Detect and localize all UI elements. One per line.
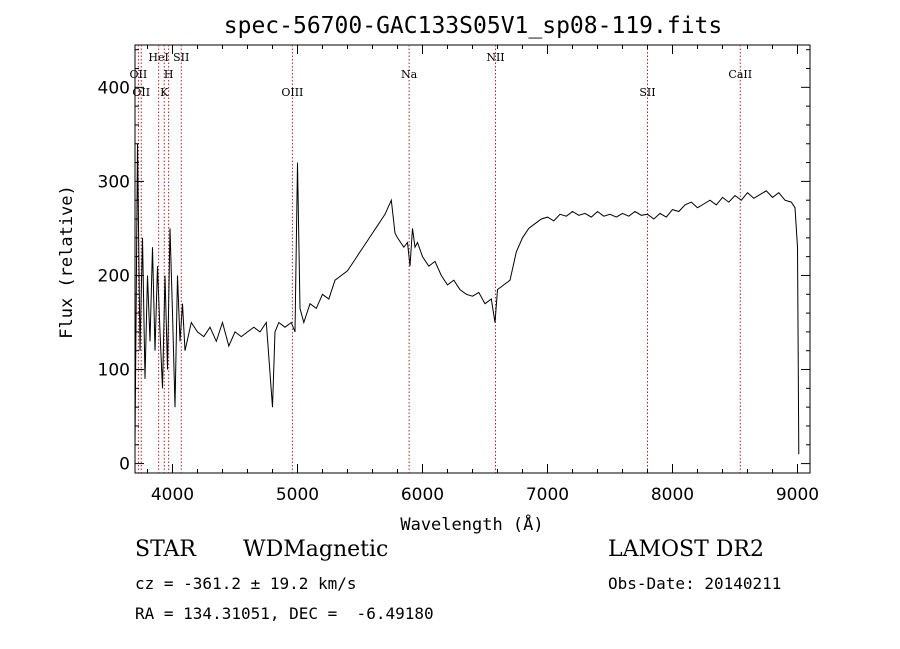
reference-line-label: SII: [173, 51, 189, 64]
x-tick-label: 4000: [151, 485, 194, 505]
reference-line-label: Na: [401, 68, 418, 81]
reference-line-label: OII: [132, 86, 150, 99]
reference-line-label: HeI: [148, 51, 168, 64]
reference-line-label: H: [164, 68, 174, 81]
reference-line-label: OII: [130, 68, 148, 81]
x-tick-label: 5000: [276, 485, 319, 505]
reference-line-label: CaII: [728, 68, 752, 81]
reference-lines: [137, 45, 741, 473]
y-axis-label: Flux (relative): [57, 185, 77, 339]
coordinates: RA = 134.31051, DEC = -6.49180: [135, 604, 434, 623]
object-type: STAR: [135, 537, 196, 562]
observation-date: Obs-Date: 20140211: [608, 574, 782, 593]
x-axis-label: Wavelength (Å): [400, 513, 543, 535]
chart-title: spec-56700-GAC133S05V1_sp08-119.fits: [224, 13, 723, 39]
x-axis-ticks: 4000 5000 6000 7000 8000 9000: [147, 45, 819, 505]
x-tick-label: 8000: [651, 485, 694, 505]
survey-name: LAMOST DR2: [608, 537, 764, 562]
plot-frame: [134, 44, 811, 474]
spectrum-series-line: [134, 143, 800, 455]
y-axis-ticks: 0 100 200 300 400: [98, 49, 810, 475]
y-tick-label: 0: [119, 455, 130, 475]
reference-line-label: SII: [639, 86, 655, 99]
y-tick-label: 300: [98, 172, 130, 192]
y-tick-label: 100: [98, 361, 130, 381]
object-subclass: WDMagnetic: [243, 537, 389, 562]
x-tick-label: 6000: [401, 485, 444, 505]
y-tick-label: 200: [98, 266, 130, 286]
reference-line-label: K: [160, 86, 169, 99]
reference-line-label: NII: [486, 51, 504, 64]
reference-line-label: OIII: [281, 86, 303, 99]
x-tick-label: 7000: [526, 485, 569, 505]
y-tick-label: 400: [98, 78, 130, 98]
x-tick-label: 9000: [776, 485, 819, 505]
redshift-cz: cz = -361.2 ± 19.2 km/s: [135, 574, 357, 593]
